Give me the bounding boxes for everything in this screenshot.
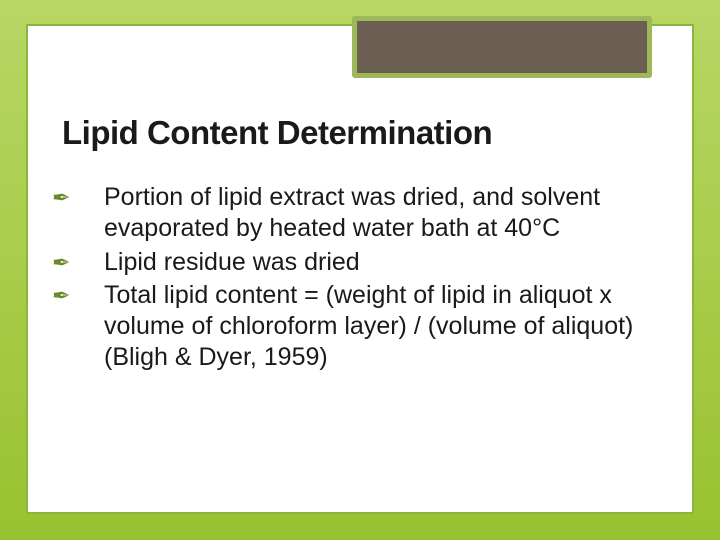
bullet-icon: ✒ [78, 249, 104, 277]
decorative-tab [352, 16, 652, 78]
bullet-text: Total lipid content = (weight of lipid i… [104, 281, 633, 372]
content-frame: Lipid Content Determination ✒Portion of … [26, 24, 694, 514]
bullet-item: ✒Portion of lipid extract was dried, and… [78, 182, 642, 245]
slide-title: Lipid Content Determination [62, 114, 492, 152]
bullet-icon: ✒ [78, 184, 104, 212]
bullet-item: ✒Lipid residue was dried [78, 247, 642, 278]
bullet-text: Portion of lipid extract was dried, and … [104, 183, 600, 242]
bullet-icon: ✒ [78, 282, 104, 310]
bullet-text: Lipid residue was dried [104, 248, 360, 276]
bullet-list: ✒Portion of lipid extract was dried, and… [78, 182, 642, 376]
bullet-item: ✒Total lipid content = (weight of lipid … [78, 280, 642, 374]
slide-container: Lipid Content Determination ✒Portion of … [0, 0, 720, 540]
